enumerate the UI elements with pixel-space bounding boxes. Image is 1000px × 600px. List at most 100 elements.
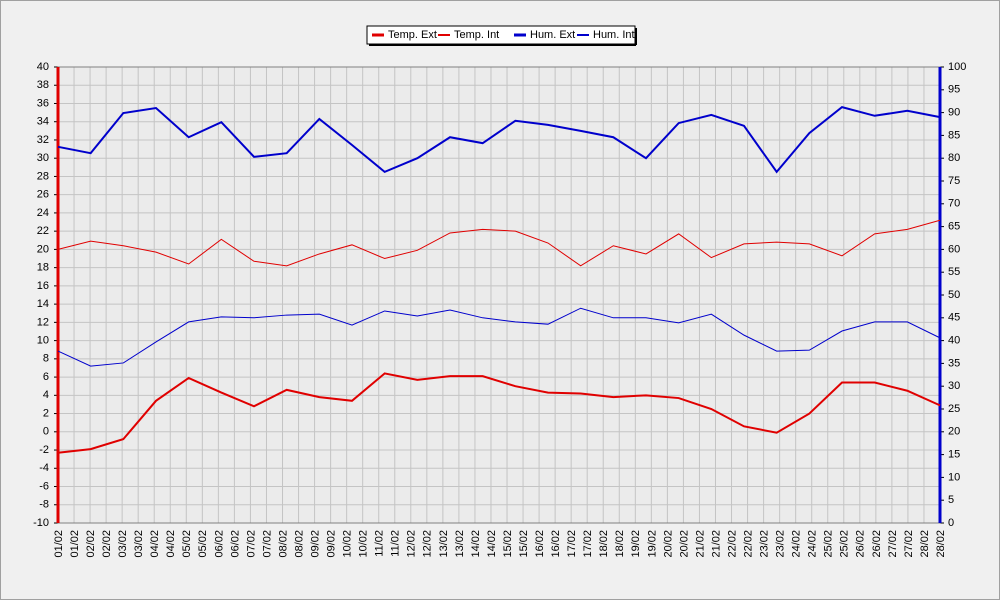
- x-tick-label: 06/02: [229, 530, 241, 558]
- y-tick-label: 14: [37, 298, 49, 310]
- x-tick-label: 17/02: [566, 530, 578, 558]
- y-tick-label: 10: [37, 335, 49, 347]
- y-tick-label: 18: [37, 262, 49, 274]
- x-tick-label: 17/02: [582, 530, 594, 558]
- legend-label: Temp. Ext: [388, 29, 437, 41]
- x-tick-label: 23/02: [775, 530, 787, 558]
- x-tick-label: 26/02: [871, 530, 883, 558]
- x-tick-label: 19/02: [646, 530, 658, 558]
- y-tick-label: 38: [37, 79, 49, 91]
- y2-tick-label: 95: [948, 84, 960, 96]
- y2-tick-label: 85: [948, 129, 960, 141]
- x-tick-label: 25/02: [839, 530, 851, 558]
- y-tick-label: 32: [37, 134, 49, 146]
- x-tick-label: 05/02: [181, 530, 193, 558]
- x-tick-label: 28/02: [935, 530, 947, 558]
- x-tick-label: 20/02: [678, 530, 690, 558]
- y-tick-label: 12: [37, 316, 49, 328]
- x-tick-label: 19/02: [630, 530, 642, 558]
- legend: Temp. Ext Temp. Int Hum. Ext Hum. Int: [366, 25, 637, 46]
- y2-tick-label: 100: [948, 61, 966, 73]
- x-tick-label: 16/02: [550, 530, 562, 558]
- x-tick-label: 11/02: [390, 530, 402, 557]
- legend-label: Hum. Int: [593, 29, 635, 41]
- y-tick-label: 34: [37, 116, 49, 128]
- x-tick-label: 24/02: [791, 530, 803, 558]
- x-tick-label: 20/02: [662, 530, 674, 558]
- y2-tick-label: 90: [948, 107, 960, 119]
- y-tick-label: 20: [37, 243, 49, 255]
- y2-tick-label: 60: [948, 243, 960, 255]
- y-tick-label: 0: [43, 426, 49, 438]
- y2-tick-label: 25: [948, 403, 960, 415]
- x-tick-label: 10/02: [358, 530, 370, 558]
- legend-label: Temp. Int: [454, 29, 499, 41]
- x-tick-label: 03/02: [117, 530, 129, 558]
- x-tick-label: 16/02: [534, 530, 546, 558]
- y-tick-label: 30: [37, 152, 49, 164]
- y-tick-label: 40: [37, 61, 49, 73]
- y2-tick-label: 0: [948, 517, 954, 529]
- legend-label: Hum. Ext: [530, 29, 575, 41]
- x-tick-label: 22/02: [726, 530, 738, 558]
- x-tick-label: 27/02: [903, 530, 915, 558]
- x-tick-label: 11/02: [374, 530, 386, 557]
- y-tick-label: 24: [37, 207, 49, 219]
- x-tick-label: 18/02: [598, 530, 610, 558]
- y-tick-label: -4: [39, 462, 49, 474]
- x-tick-label: 01/02: [53, 530, 65, 558]
- x-tick-label: 04/02: [149, 530, 161, 558]
- y-tick-label: 8: [43, 353, 49, 365]
- x-tick-label: 15/02: [518, 530, 530, 558]
- x-tick-label: 10/02: [342, 530, 354, 558]
- x-tick-label: 26/02: [855, 530, 867, 558]
- x-tick-label: 08/02: [293, 530, 305, 558]
- x-tick-label: 01/02: [69, 530, 81, 558]
- x-tick-label: 07/02: [245, 530, 257, 558]
- y-tick-label: 6: [43, 371, 49, 383]
- y2-tick-label: 15: [948, 449, 960, 461]
- y-tick-label: 22: [37, 225, 49, 237]
- x-tick-label: 02/02: [85, 530, 97, 558]
- y2-tick-label: 80: [948, 152, 960, 164]
- x-tick-label: 03/02: [133, 530, 145, 558]
- x-tick-label: 27/02: [887, 530, 899, 558]
- x-tick-label: 21/02: [694, 530, 706, 558]
- y-tick-label: -6: [39, 480, 49, 492]
- y-tick-label: 26: [37, 189, 49, 201]
- series-line: [57, 219, 941, 267]
- x-tick-label: 06/02: [213, 530, 225, 558]
- x-tick-label: 21/02: [710, 530, 722, 558]
- y-tick-label: 4: [43, 389, 49, 401]
- y2-tick-label: 70: [948, 198, 960, 210]
- y2-tick-label: 40: [948, 335, 960, 347]
- y2-tick-label: 45: [948, 312, 960, 324]
- y2-tick-label: 30: [948, 380, 960, 392]
- x-tick-label: 14/02: [486, 530, 498, 558]
- y-tick-label: -10: [33, 517, 49, 529]
- x-tick-label: 24/02: [807, 530, 819, 558]
- x-tick-label: 08/02: [277, 530, 289, 558]
- x-tick-label: 12/02: [422, 530, 434, 558]
- y-tick-label: 2: [43, 407, 49, 419]
- y2-tick-label: 10: [948, 471, 960, 483]
- x-tick-label: 09/02: [326, 530, 338, 558]
- y-tick-label: -8: [39, 499, 49, 511]
- x-tick-label: 28/02: [919, 530, 931, 558]
- y2-tick-label: 50: [948, 289, 960, 301]
- plot-area: [58, 67, 940, 523]
- x-tick-label: 18/02: [614, 530, 626, 558]
- x-tick-label: 23/02: [759, 530, 771, 558]
- x-tick-label: 22/02: [742, 530, 754, 558]
- y2-tick-label: 65: [948, 221, 960, 233]
- x-tick-label: 02/02: [101, 530, 113, 558]
- x-tick-label: 25/02: [823, 530, 835, 558]
- y2-tick-label: 55: [948, 266, 960, 278]
- y-tick-label: 36: [37, 97, 49, 109]
- x-tick-label: 12/02: [406, 530, 418, 558]
- x-tick-label: 15/02: [502, 530, 514, 558]
- series-line: [57, 106, 941, 174]
- series-line: [57, 372, 941, 454]
- y-tick-label: 16: [37, 280, 49, 292]
